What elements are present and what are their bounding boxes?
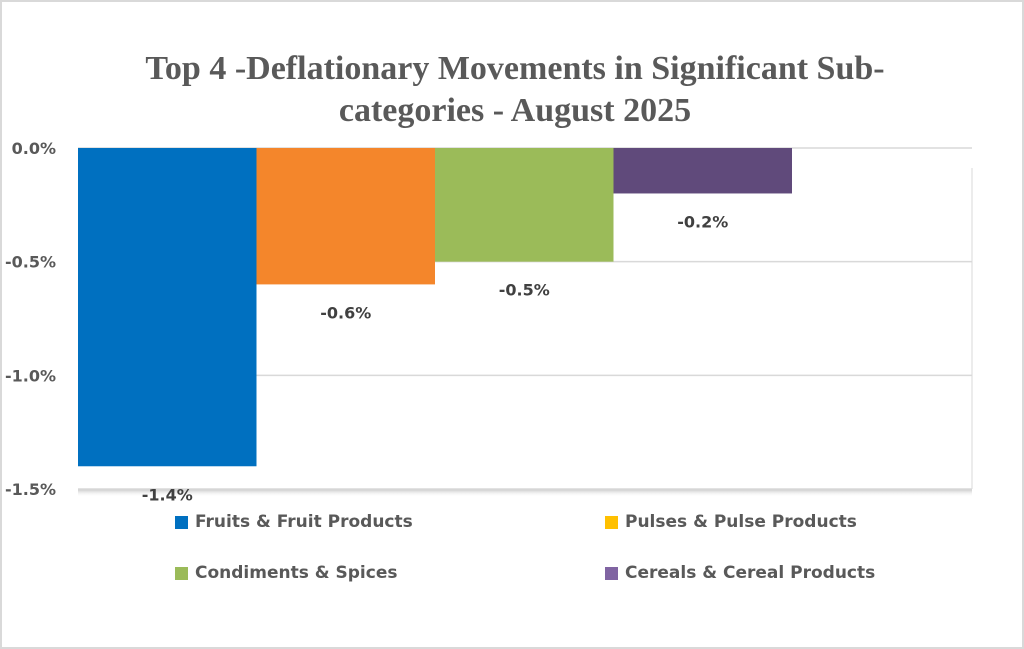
bar xyxy=(435,148,614,262)
data-label: -0.2% xyxy=(677,212,728,231)
legend-item: Condiments & Spices xyxy=(175,563,397,583)
chart-title-line-2: categories - August 2025 xyxy=(338,92,692,129)
legend-label: Pulses & Pulse Products xyxy=(625,512,857,532)
data-labels: -1.4% -0.6% -0.5% -0.2% xyxy=(142,212,729,504)
y-tick-label: -1.5% xyxy=(5,480,56,499)
y-tick-label: 0.0% xyxy=(12,139,56,158)
bar xyxy=(78,148,257,467)
y-tick-label: -1.0% xyxy=(5,366,56,385)
y-axis-tick-labels: 0.0% -0.5% -1.0% -1.5% xyxy=(5,139,56,499)
chart-title-line-1: Top 4 -Deflationary Movements in Signifi… xyxy=(145,50,885,87)
legend-item: Cereals & Cereal Products xyxy=(605,563,875,583)
plot-floor-shadow xyxy=(78,489,972,497)
data-label: -1.4% xyxy=(142,485,193,504)
legend-label: Cereals & Cereal Products xyxy=(625,563,876,583)
y-tick-label: -0.5% xyxy=(5,253,56,272)
bars xyxy=(78,148,792,467)
data-label: -0.5% xyxy=(499,281,550,300)
legend-swatch xyxy=(605,515,618,529)
legend-item: Pulses & Pulse Products xyxy=(605,512,857,532)
plot-area xyxy=(78,168,973,497)
bar xyxy=(256,148,435,285)
legend-swatch xyxy=(175,566,188,580)
legend-swatch xyxy=(605,566,618,580)
data-label: -0.6% xyxy=(320,303,371,322)
chart-title: Top 4 -Deflationary Movements in Signifi… xyxy=(90,48,940,132)
legend-label: Fruits & Fruit Products xyxy=(195,512,413,532)
legend-label: Condiments & Spices xyxy=(195,563,398,583)
legend-item: Fruits & Fruit Products xyxy=(175,512,413,532)
bar xyxy=(613,148,792,194)
legend-swatch xyxy=(175,515,188,529)
